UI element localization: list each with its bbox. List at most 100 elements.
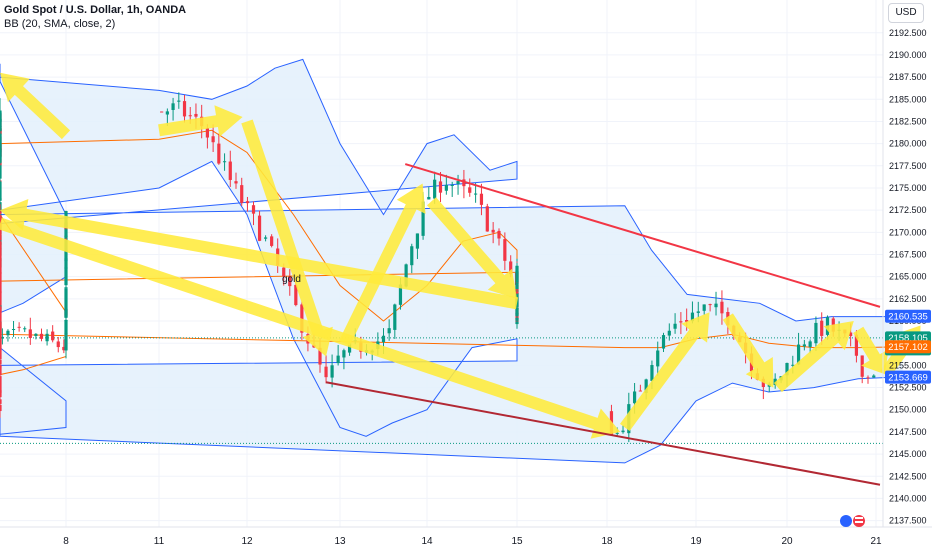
candle-body: [872, 375, 876, 378]
candle-body: [690, 312, 695, 322]
arrow-10: [853, 326, 889, 375]
candle-body: [0, 215, 2, 223]
price-badge-3: [885, 370, 931, 384]
candle-body: [433, 179, 437, 199]
candle-body: [211, 136, 215, 143]
candle-body: [0, 110, 2, 120]
candle-body: [515, 265, 519, 283]
price-tick-label: 2150.000: [889, 405, 927, 415]
candle-body: [0, 376, 2, 393]
price-badge-label: 2160.535: [888, 311, 928, 322]
candle-body: [814, 322, 818, 344]
candle-body: [0, 119, 2, 121]
candle-body: [318, 347, 322, 365]
candle-body: [444, 184, 448, 191]
candle-body: [282, 267, 286, 277]
candle-body: [251, 205, 256, 214]
candle-body: [854, 334, 859, 356]
candle-body: [485, 206, 489, 232]
price-badge-label: 2153.669: [888, 372, 928, 383]
price-tick-label: 2165.000: [889, 272, 927, 282]
candle-body: [165, 111, 169, 115]
arrow-0: [0, 72, 71, 140]
candle-body: [0, 390, 2, 398]
candle-body: [860, 355, 864, 377]
candle-body: [11, 328, 16, 330]
candle-body: [410, 246, 414, 266]
candle-body: [0, 272, 2, 284]
candle-body: [632, 391, 637, 404]
candle-body: [685, 320, 689, 322]
candle-body: [714, 303, 718, 308]
candle-body: [497, 230, 501, 239]
candle-body: [866, 377, 870, 379]
candle-body: [491, 229, 495, 233]
candle-body: [679, 321, 683, 323]
arrow-3: [339, 183, 426, 346]
trendlines[interactable]: [325, 163, 881, 486]
price-tick-label: 2167.500: [889, 250, 927, 260]
candle-body: [450, 184, 454, 187]
candle-body: [456, 181, 460, 185]
candle-body: [0, 399, 2, 404]
candle-body: [796, 344, 801, 365]
candle-body: [0, 321, 2, 328]
candle-body: [615, 432, 619, 434]
candle-body: [462, 179, 466, 187]
candle-body: [393, 304, 397, 330]
candle-body: [330, 365, 334, 378]
candle-body: [62, 346, 66, 351]
candle-body: [820, 320, 824, 336]
price-tick-label: 2180.000: [889, 139, 927, 149]
candle-body: [761, 378, 765, 388]
price-axis[interactable]: 2137.500 2140.000 2142.500 2145.000 2147.500…: [882, 0, 927, 527]
price-tick-label: 2175.000: [889, 183, 927, 193]
time-axis[interactable]: 8 11 12 13 14 15 18 19 20 21: [0, 526, 932, 547]
arrow-8: [722, 313, 774, 388]
arrow-7: [620, 312, 710, 431]
candle-body: [160, 111, 164, 113]
candle-body: [479, 193, 484, 205]
candle-body: [217, 143, 221, 164]
candle-body: [205, 128, 209, 138]
candle-body: [415, 233, 420, 249]
trendline-upper[interactable]: [404, 163, 881, 308]
candle-body: [773, 378, 777, 385]
candle-body: [0, 404, 2, 412]
candle-body: [300, 304, 304, 333]
price-badge-0: [885, 309, 931, 323]
candle-body: [0, 336, 4, 339]
candle-body: [427, 196, 431, 200]
time-tick-label: 15: [511, 536, 523, 547]
candle-body: [0, 128, 2, 151]
price-tick-label: 2187.500: [889, 72, 927, 82]
yellow-arrows: [0, 72, 921, 439]
currency-button[interactable]: USD: [888, 3, 924, 23]
indicator-label[interactable]: BB (20, SMA, close, 2): [4, 18, 116, 30]
candle-body: [802, 344, 806, 347]
flag-icon[interactable]: [840, 515, 865, 527]
candle-body: [0, 241, 2, 250]
candle-body: [791, 364, 795, 366]
candle-body: [234, 181, 238, 184]
candle-body: [650, 365, 654, 381]
time-tick-label: 14: [421, 536, 433, 547]
time-tick-label: 12: [241, 536, 253, 547]
price-tick-label: 2147.500: [889, 427, 927, 437]
candle-body: [182, 101, 187, 117]
bollinger-lower-line: [0, 160, 903, 464]
candle-body: [0, 155, 2, 179]
candle-body: [39, 333, 44, 339]
candle-body: [64, 267, 68, 286]
arrow-6: [0, 217, 621, 439]
price-badge-2: [885, 340, 931, 354]
candle-body: [0, 248, 2, 261]
candle-body: [194, 113, 198, 117]
time-tick-label: 11: [154, 536, 165, 547]
time-tick-label: 18: [601, 536, 613, 547]
trendline-lower[interactable]: [325, 381, 881, 486]
price-tick-label: 2192.500: [889, 28, 927, 38]
candle-body: [0, 119, 2, 132]
